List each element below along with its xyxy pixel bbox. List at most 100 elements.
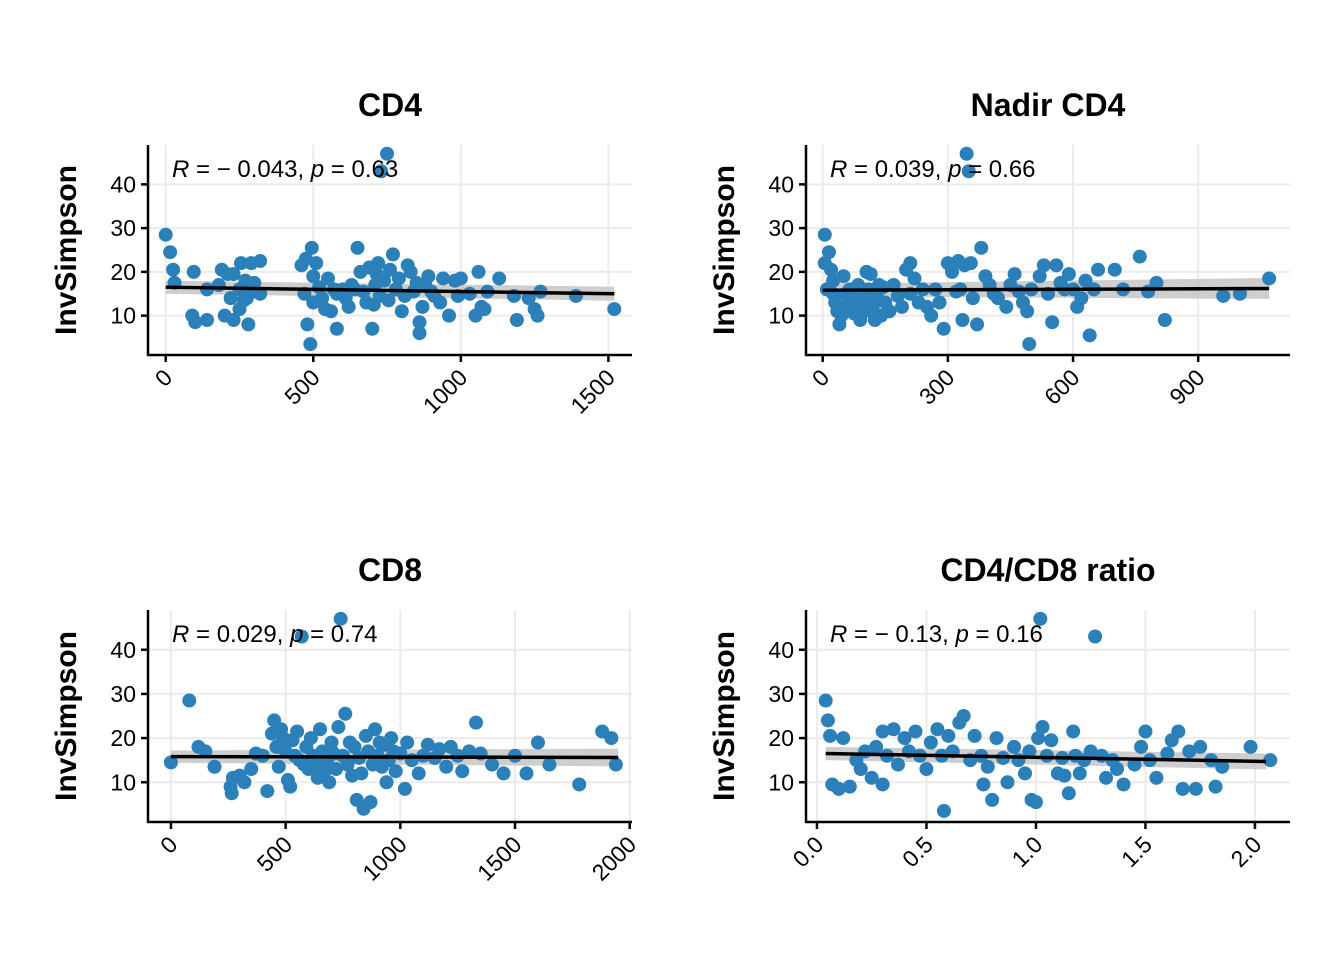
data-point — [211, 278, 226, 292]
data-point — [963, 256, 978, 271]
data-point — [492, 271, 507, 286]
data-point — [411, 766, 426, 781]
data-point — [1061, 786, 1076, 801]
regression-line — [165, 285, 615, 296]
x-tick-label: 600 — [1039, 364, 1085, 410]
data-point — [607, 302, 622, 317]
data-point — [936, 321, 951, 336]
data-point — [315, 291, 330, 306]
data-point — [823, 728, 838, 743]
data-point — [1022, 744, 1037, 759]
x-tick-label: 0 — [150, 364, 177, 391]
panel-2: 10 20 30 40 0 300 600 900 Nadir CD4 InvSimpson R =… — [708, 87, 1290, 410]
y-tick-label: 20 — [110, 725, 136, 751]
data-point — [338, 706, 353, 721]
data-point — [820, 713, 835, 728]
data-point — [521, 291, 536, 306]
data-point — [1193, 739, 1208, 754]
data-point — [818, 693, 833, 708]
data-point — [421, 269, 436, 284]
data-point — [322, 775, 337, 790]
y-tick-label: 10 — [110, 769, 136, 795]
panel-title: Nadir CD4 — [971, 87, 1126, 123]
data-point — [1149, 275, 1164, 290]
data-point — [354, 766, 369, 781]
data-point — [970, 317, 985, 332]
data-point — [1018, 766, 1033, 781]
data-point — [1127, 757, 1142, 772]
data-point — [1044, 733, 1059, 748]
data-point — [462, 286, 477, 301]
data-point — [923, 735, 938, 750]
y-tick-label: 20 — [110, 259, 136, 285]
data-point — [869, 739, 884, 754]
data-point — [1171, 724, 1186, 739]
data-point — [365, 321, 380, 336]
data-point — [290, 724, 305, 739]
data-point — [303, 731, 318, 746]
y-axis-title: InvSimpson — [708, 165, 741, 335]
data-point — [1072, 766, 1087, 781]
data-point — [388, 764, 403, 779]
data-point — [1083, 744, 1098, 759]
x-tick-label: 0.5 — [897, 831, 938, 872]
y-tick-label: 10 — [110, 303, 136, 329]
y-tick-label: 30 — [768, 215, 794, 241]
data-point — [321, 271, 336, 286]
x-tick-label: 2000 — [587, 831, 642, 886]
data-point — [1066, 724, 1081, 739]
data-point — [455, 764, 470, 779]
data-point — [1033, 611, 1048, 626]
data-point — [462, 744, 477, 759]
correlation-annotation: R = 0.039, p = 0.66 — [830, 156, 1036, 183]
data-point — [186, 264, 201, 279]
regression-line — [822, 286, 1270, 292]
data-point — [224, 786, 239, 801]
data-point — [341, 299, 356, 314]
x-tick-label: 500 — [252, 831, 298, 877]
data-point — [363, 795, 378, 810]
data-point — [1263, 753, 1278, 768]
data-point — [453, 271, 468, 286]
data-point — [1022, 337, 1037, 352]
data-point — [412, 326, 427, 341]
data-point — [400, 735, 415, 750]
data-point — [965, 291, 980, 306]
data-point — [300, 317, 315, 332]
y-tick-label: 10 — [768, 303, 794, 329]
y-tick-label: 30 — [768, 681, 794, 707]
x-tick-label: 500 — [279, 364, 325, 410]
y-tick-label: 20 — [768, 259, 794, 285]
data-point — [1138, 724, 1153, 739]
data-point — [188, 315, 203, 330]
data-point — [1007, 739, 1022, 754]
data-point — [432, 742, 447, 757]
data-point — [415, 299, 430, 314]
data-point — [485, 757, 500, 772]
data-point — [955, 313, 970, 327]
data-point — [380, 146, 395, 161]
data-point — [477, 302, 492, 317]
data-point — [158, 227, 173, 242]
data-point — [999, 299, 1014, 314]
x-tick-label: 1000 — [418, 364, 473, 419]
data-point — [836, 269, 851, 284]
panel-title: CD8 — [358, 552, 422, 588]
data-point — [163, 245, 178, 260]
data-point — [207, 759, 222, 774]
data-point — [329, 321, 344, 336]
data-point — [1007, 267, 1022, 282]
data-point — [568, 288, 583, 303]
data-point — [397, 781, 412, 796]
data-point — [340, 757, 355, 772]
data-point — [985, 792, 1000, 807]
data-point — [980, 759, 995, 774]
x-tick-label: 1.5 — [1116, 831, 1157, 872]
data-point — [894, 299, 909, 314]
data-point — [303, 337, 318, 352]
data-point — [1134, 739, 1149, 754]
data-point — [1188, 781, 1203, 796]
y-tick-label: 40 — [110, 637, 136, 663]
data-point — [842, 779, 857, 794]
data-point — [572, 777, 587, 792]
